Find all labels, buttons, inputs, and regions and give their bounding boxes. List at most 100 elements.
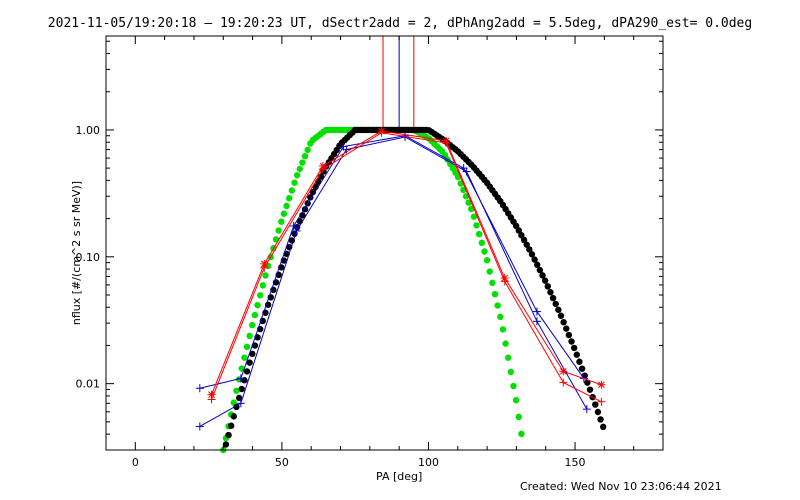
fit-point	[534, 261, 541, 269]
fit-point	[249, 321, 256, 329]
fit-point	[307, 194, 314, 201]
series-layer	[195, 126, 607, 454]
x-tick-label: 0	[132, 456, 139, 469]
series-line	[199, 135, 585, 389]
fit-point	[301, 152, 309, 160]
fit-point	[505, 354, 512, 361]
fit-point	[592, 401, 599, 408]
fit-point	[563, 325, 570, 332]
fit-point	[478, 239, 486, 247]
fit-point	[544, 283, 551, 290]
fit-point	[246, 359, 253, 366]
fit-point	[470, 213, 478, 220]
fit-point	[584, 379, 591, 386]
fit-point	[507, 368, 515, 376]
fit-point	[257, 292, 264, 299]
fit-point	[283, 202, 290, 210]
fit-point	[259, 282, 267, 289]
fit-point	[286, 195, 293, 202]
fit-point	[475, 230, 483, 238]
fit-point	[233, 387, 240, 394]
fit-point	[251, 342, 259, 349]
fit-point	[597, 416, 604, 423]
fit-point	[568, 338, 575, 345]
y-axis-label: nflux [#/(cm^2 s sr MeV)]	[70, 181, 83, 325]
fit-point	[225, 431, 232, 439]
fit-point	[499, 326, 507, 333]
fit-point	[227, 422, 235, 429]
fit-point	[483, 257, 491, 264]
fit-point	[515, 413, 522, 421]
created-timestamp: Created: Wed Nov 10 23:06:44 2021	[520, 480, 722, 493]
fit-point	[547, 289, 554, 296]
fit-point	[309, 188, 317, 196]
fit-point	[528, 251, 536, 258]
series-line	[199, 136, 588, 427]
fit-point	[291, 179, 298, 186]
fit-point	[222, 441, 230, 448]
data-point-d2	[559, 368, 567, 375]
fit-point	[304, 146, 311, 154]
fit-point	[486, 268, 493, 275]
fit-point	[251, 311, 259, 319]
fit-point	[526, 246, 533, 253]
fit-point	[510, 382, 517, 390]
fit-point	[489, 279, 496, 287]
fit-point	[560, 318, 567, 326]
fit-point	[599, 423, 607, 431]
fit-point	[570, 344, 578, 352]
series-line	[211, 132, 602, 403]
chart-title: 2021-11-05/19:20:18 – 19:20:23 UT, dSect…	[47, 16, 753, 31]
fit-point	[536, 266, 544, 274]
fit-point	[299, 159, 306, 166]
fit-point	[594, 408, 602, 416]
fit-point	[262, 272, 269, 279]
y-tick-label: 0.01	[76, 378, 101, 391]
plot-frame	[105, 35, 664, 451]
fit-point	[481, 248, 488, 255]
fit-point	[293, 172, 301, 179]
fit-curve-black-fit	[222, 126, 607, 448]
fit-point	[275, 227, 282, 234]
fit-point	[541, 277, 549, 284]
fit-point	[272, 236, 280, 243]
fit-point	[512, 396, 520, 404]
fit-point	[278, 218, 285, 225]
fit-point	[238, 385, 245, 393]
fit-point	[552, 300, 559, 308]
fit-point	[565, 331, 573, 339]
vertical-markers	[382, 36, 415, 133]
fit-point	[515, 227, 522, 234]
data-point-d2	[208, 391, 215, 398]
fit-point	[539, 272, 546, 279]
x-tick-label: 100	[418, 456, 439, 469]
fit-point	[578, 365, 586, 372]
data-series	[195, 132, 591, 431]
data-point-d2	[598, 381, 605, 389]
x-tick-label: 150	[565, 456, 586, 469]
fit-point	[288, 187, 296, 194]
fit-point	[230, 413, 238, 420]
axes-layer: 0 50 100 150 0.01 0.10 1.00	[76, 36, 663, 469]
fit-point	[576, 358, 583, 365]
fit-point	[320, 168, 327, 175]
fit-point	[254, 301, 261, 309]
fit-point	[531, 256, 538, 263]
fit-point	[473, 222, 480, 229]
fit-point	[243, 343, 251, 351]
fit-point	[243, 368, 251, 375]
fit-point	[520, 236, 528, 244]
fit-point	[241, 354, 248, 361]
fit-point	[246, 332, 253, 340]
fit-point	[502, 340, 509, 347]
y-tick-label: 1.00	[76, 124, 101, 137]
x-tick-label: 50	[275, 456, 289, 469]
x-axis-label: PA [deg]	[376, 470, 422, 483]
fit-point	[494, 302, 501, 309]
fit-point	[555, 306, 562, 313]
series-line	[211, 130, 602, 395]
fit-point	[249, 350, 256, 358]
fit-point	[518, 232, 525, 239]
fit-point	[586, 386, 594, 393]
